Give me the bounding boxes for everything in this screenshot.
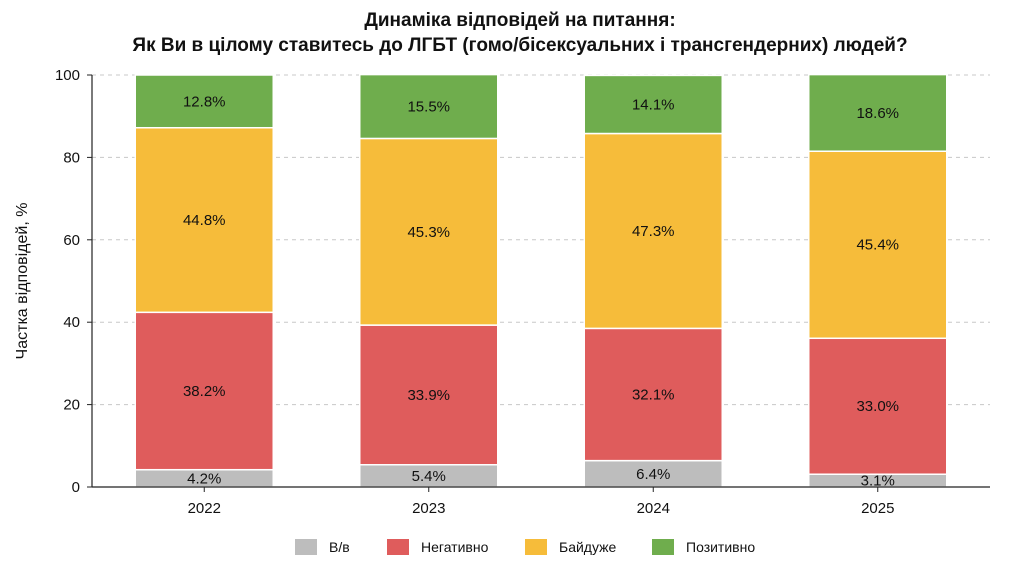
data-label: 38.2%: [183, 383, 226, 400]
data-label: 14.1%: [632, 96, 675, 113]
y-tick-label: 0: [72, 479, 80, 496]
legend-swatch: [652, 539, 674, 555]
data-label: 15.5%: [407, 99, 450, 116]
bar-segment: [359, 73, 499, 140]
x-tick-label: 2022: [188, 500, 221, 517]
legend-label: В/в: [329, 539, 350, 555]
data-label: 32.1%: [632, 387, 675, 404]
data-label: 4.2%: [187, 470, 221, 487]
bar-segment: [808, 73, 948, 152]
data-label: 47.3%: [632, 223, 675, 240]
data-label: 33.0%: [856, 398, 899, 415]
x-tick-label: 2024: [637, 500, 670, 517]
y-axis-label: Частка відповідей, %: [14, 203, 31, 360]
bar-segment: [808, 337, 948, 475]
bar-segment: [808, 150, 948, 340]
bar-segment: [583, 132, 723, 330]
data-label: 33.9%: [407, 387, 450, 404]
chart-title: Динаміка відповідей на питання:: [364, 10, 675, 31]
bar-segment: [583, 327, 723, 462]
y-tick-label: 40: [63, 314, 80, 331]
y-tick-label: 60: [63, 232, 80, 249]
bar-segment: [583, 74, 723, 135]
data-label: 3.1%: [861, 473, 895, 490]
y-tick-label: 80: [63, 149, 80, 166]
legend-label: Позитивно: [686, 539, 755, 555]
grid: [92, 74, 990, 406]
data-label: 44.8%: [183, 212, 226, 229]
legend-swatch: [295, 539, 317, 555]
legend-swatch: [387, 539, 409, 555]
bar-segment: [134, 311, 274, 471]
data-label: 45.4%: [856, 237, 899, 254]
legend-label: Байдуже: [559, 539, 616, 555]
axes: 0 20 40 60 80 100 2022 2023 2024 2025: [55, 67, 990, 517]
data-label: 45.3%: [407, 224, 450, 241]
data-label: 6.4%: [636, 466, 670, 483]
x-tick-label: 2023: [412, 500, 445, 517]
legend-label: Негативно: [421, 539, 489, 555]
legend-swatch: [525, 539, 547, 555]
chart-subtitle: Як Ви в цілому ставитесь до ЛГБТ (гомо/б…: [132, 35, 907, 56]
bar-segment: [134, 74, 274, 129]
legend: В/в Негативно Байдуже Позитивно: [295, 539, 755, 555]
data-label: 18.6%: [856, 105, 899, 122]
y-tick-label: 20: [63, 397, 80, 414]
bar-segment: [134, 126, 274, 314]
x-tick-label: 2025: [861, 500, 894, 517]
bars: 4.2% 38.2% 44.8% 12.8% 5.4% 33.9% 45.3% 15.5% 6.…: [134, 73, 948, 490]
data-label: 12.8%: [183, 93, 226, 110]
y-tick-label: 100: [55, 67, 80, 84]
data-label: 5.4%: [412, 468, 446, 485]
